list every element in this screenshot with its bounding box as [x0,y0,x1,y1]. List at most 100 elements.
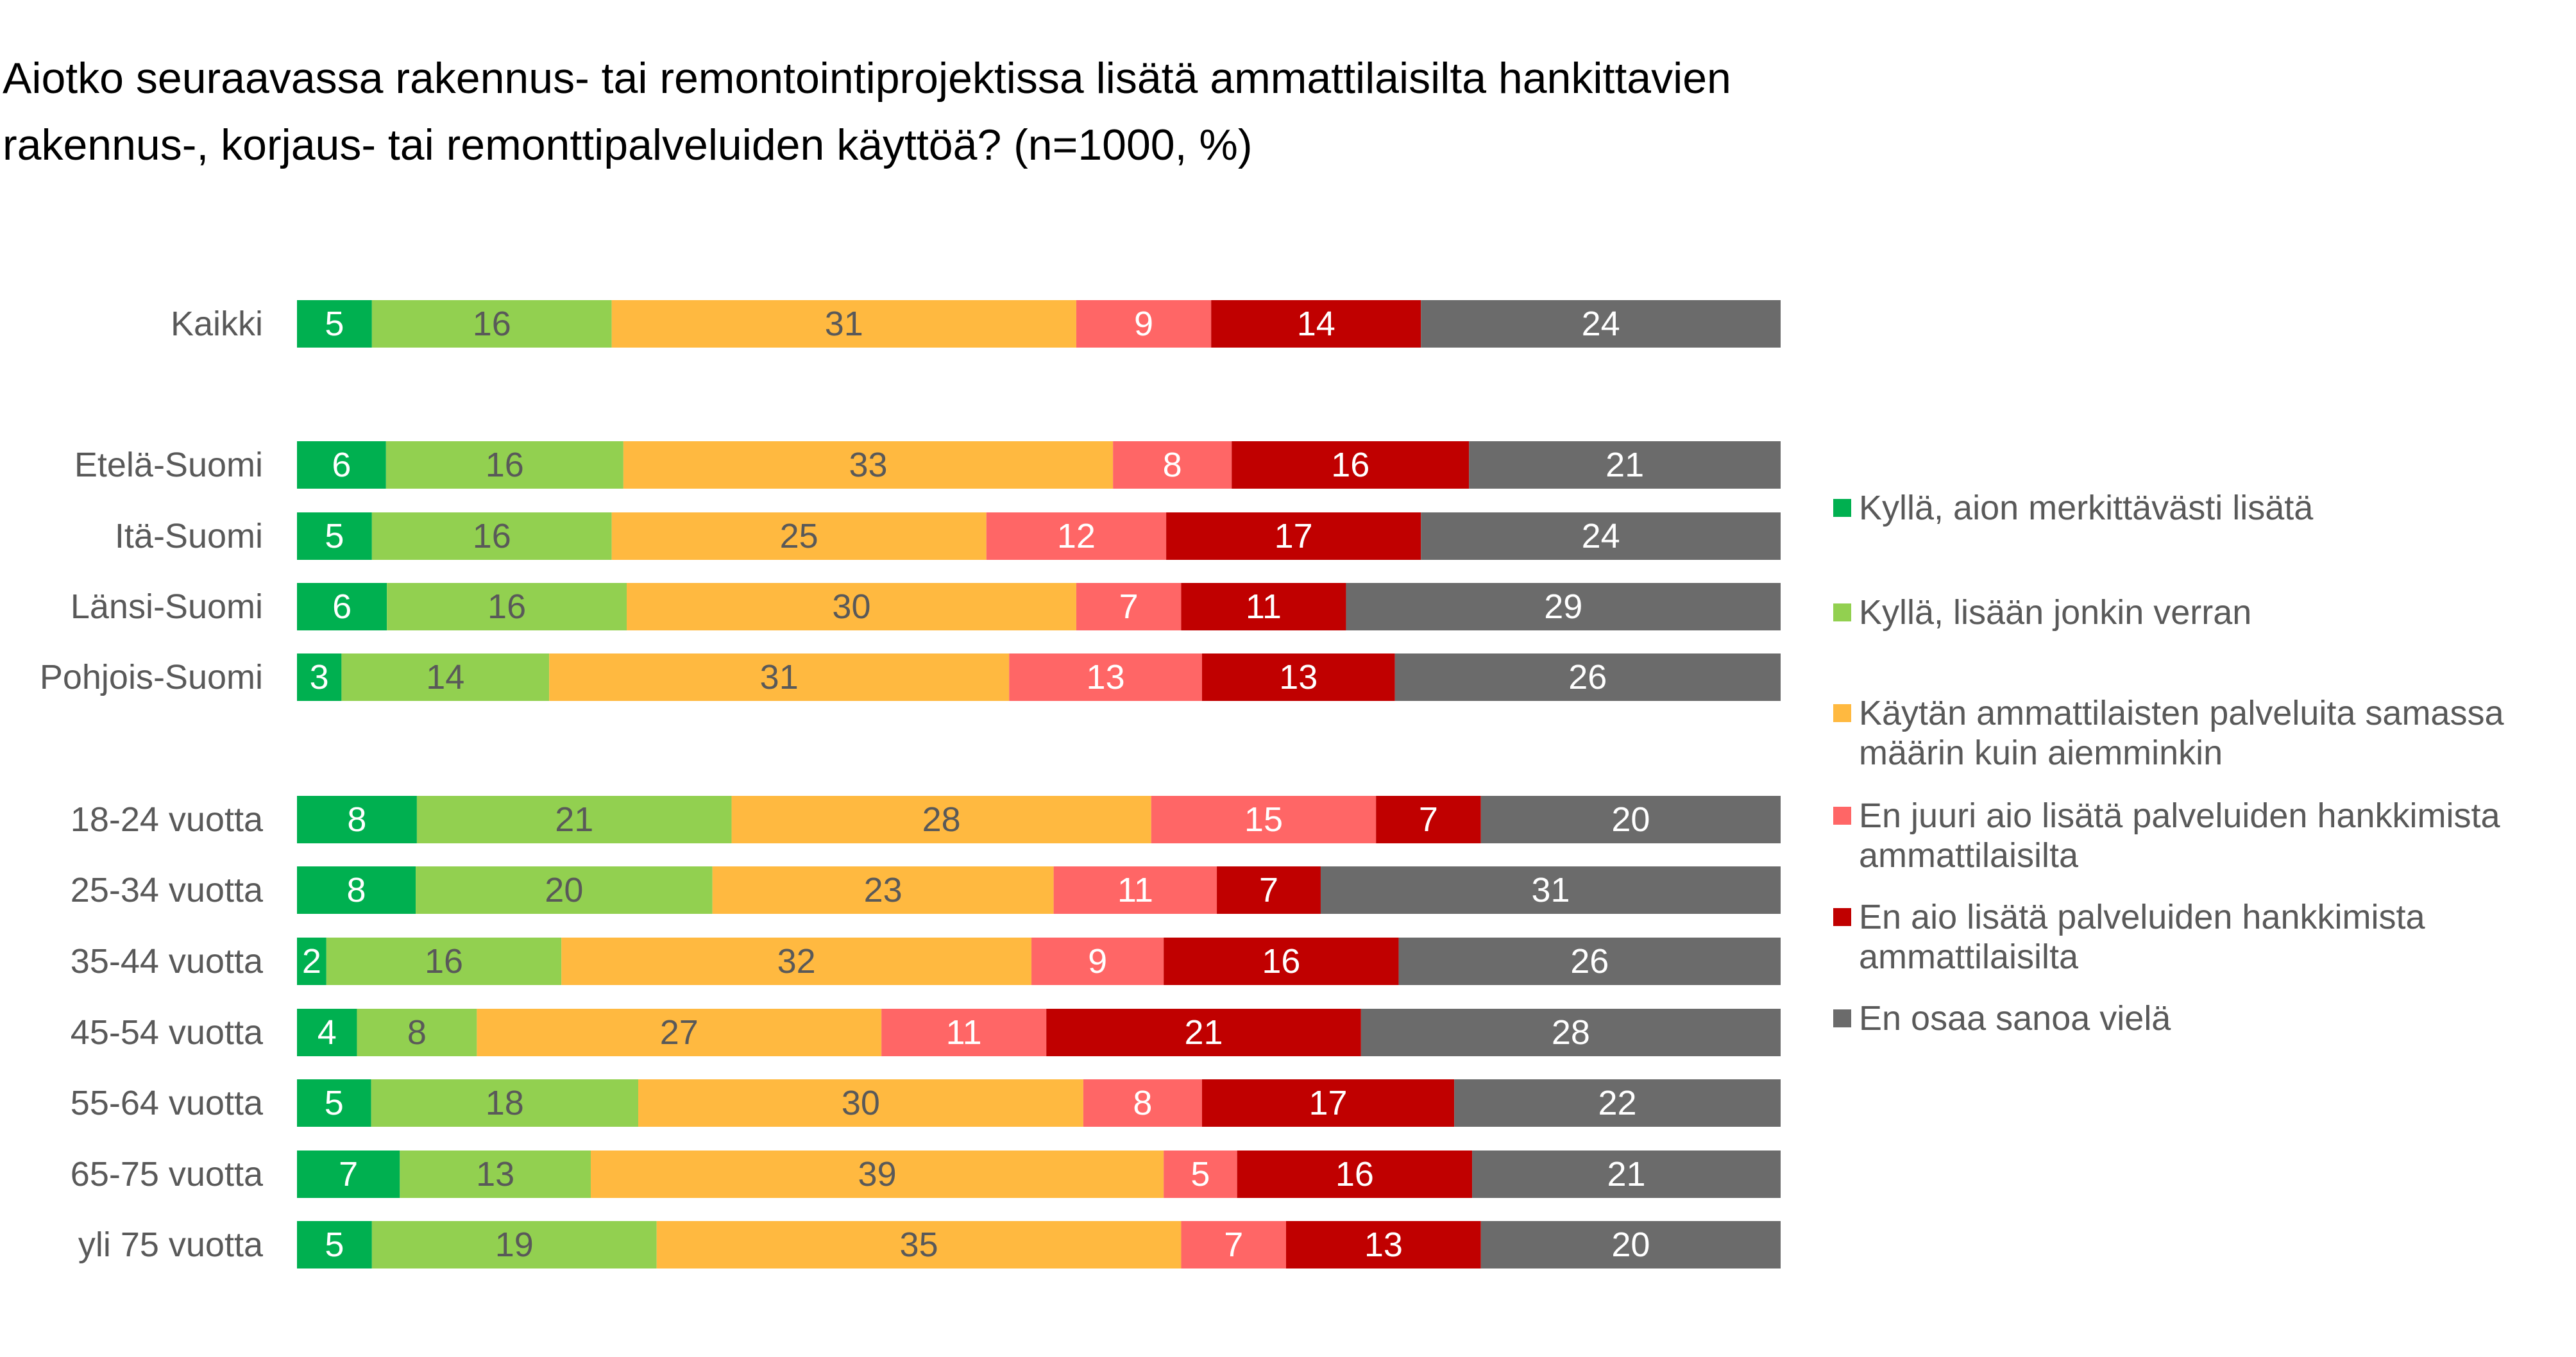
data-label: 7 [1419,800,1438,839]
bar-segment [297,1009,357,1056]
legend-label: En osaa sanoa vielä [1859,999,2171,1038]
bar-segment [1480,796,1781,843]
legend-swatch [1833,1009,1851,1027]
bar-segment [297,866,416,914]
data-label: 17 [1275,517,1313,555]
legend-label: En aio lisätä palveluiden hankkimista [1859,898,2425,936]
bar-segment [297,583,387,630]
data-label: 20 [1611,1226,1650,1264]
chart-title-line-1: Aiotko seuraavassa rakennus- tai remonto… [3,54,1731,103]
category-label: Pohjois-Suomi [40,658,263,696]
bar-segment [712,866,1054,914]
data-label: 4 [318,1013,337,1052]
bar-segment [477,1009,882,1056]
bar-segment [386,441,623,489]
bar-segment [1394,653,1781,701]
legend-swatch [1833,603,1851,621]
data-label: 20 [545,871,583,909]
category-labels: Kaikki Etelä-Suomi Itä-Suomi Länsi-Suomi Poh… [40,305,264,1264]
bar-segment [1181,1221,1286,1268]
legend-label: Kyllä, aion merkittävästi lisätä [1859,489,2314,527]
data-label: 28 [1552,1013,1590,1052]
bar-segment [1232,441,1470,489]
bar-segment [1454,1079,1781,1127]
data-label: 16 [487,587,526,626]
data-label: 18 [486,1084,524,1122]
bar-segment [297,441,386,489]
legend-label: Käytän ammattilaisten palveluita samassa [1859,694,2504,732]
data-label: 5 [325,305,344,343]
data-label: 28 [922,800,961,839]
data-label: 5 [325,1226,344,1264]
data-label: 11 [1246,587,1282,626]
data-label: 16 [1262,942,1300,981]
data-label: 24 [1582,517,1620,555]
data-label: 27 [660,1013,699,1052]
category-label: 25-34 vuotta [71,871,264,909]
bar-segment [549,653,1010,701]
bar-segment [1046,1009,1361,1056]
data-label: 31 [760,658,799,696]
bar-segment [357,1009,477,1056]
data-label: 16 [486,446,524,484]
category-label: 65-75 vuotta [71,1155,264,1193]
bar-segment [1076,583,1182,630]
bar-segment [1480,1221,1781,1268]
bar-segment [1166,512,1421,560]
bar-segment [1398,938,1781,985]
data-label: 13 [476,1155,514,1193]
bar-segment [1472,1150,1781,1198]
data-label: 23 [864,871,902,909]
data-label: 7 [1224,1226,1243,1264]
data-label: 11 [1117,871,1153,909]
category-label: 45-54 vuotta [71,1013,264,1052]
category-label: Länsi-Suomi [71,587,263,626]
bar-segment [1053,866,1217,914]
bar-segment [1376,796,1481,843]
legend-label: Kyllä, lisään jonkin verran [1859,593,2251,632]
bar-segment [400,1150,591,1198]
category-label: Etelä-Suomi [74,446,263,484]
bar-segment [986,512,1167,560]
data-label: 13 [1279,658,1318,696]
category-label: Kaikki [171,305,263,343]
category-label: 18-24 vuotta [71,800,264,839]
data-label: 13 [1087,658,1125,696]
bar-segment [1113,441,1232,489]
data-label: 9 [1134,305,1153,343]
category-label: yli 75 vuotta [78,1226,264,1264]
data-label: 22 [1598,1084,1637,1122]
bar-segment [1181,583,1346,630]
data-label: 11 [946,1013,982,1052]
legend-label: En juuri aio lisätä palveluiden hankkimi… [1859,796,2501,835]
data-label: 5 [1191,1155,1210,1193]
data-label: 30 [842,1084,880,1122]
bar-segment [1421,300,1781,348]
data-label: 16 [1331,446,1369,484]
bar-segment [297,1221,372,1268]
bar-segment [297,1150,400,1198]
bar-segment [387,583,627,630]
bar-segment [326,938,562,985]
data-label: 35 [900,1226,938,1264]
bar-segment [1031,938,1164,985]
legend-label: ammattilaisilta [1859,836,2079,875]
bar-segment [1211,300,1421,348]
category-label: 55-64 vuotta [71,1084,264,1122]
data-label: 20 [1611,800,1650,839]
bar-segment [591,1150,1164,1198]
bar-segment [1421,512,1781,560]
data-label: 12 [1057,517,1096,555]
data-label: 33 [849,446,887,484]
bar-segment [627,583,1076,630]
bar-segment [1346,583,1781,630]
data-label: 21 [555,800,593,839]
data-label: 7 [1259,871,1278,909]
chart-title: Aiotko seuraavassa rakennus- tai remonto… [3,45,2119,178]
legend-swatch [1833,499,1851,517]
bar-segment [371,1079,638,1127]
data-label: 7 [1119,587,1139,626]
bar-segment [611,512,987,560]
bar-segment [881,1009,1047,1056]
bar-segment [1469,441,1781,489]
